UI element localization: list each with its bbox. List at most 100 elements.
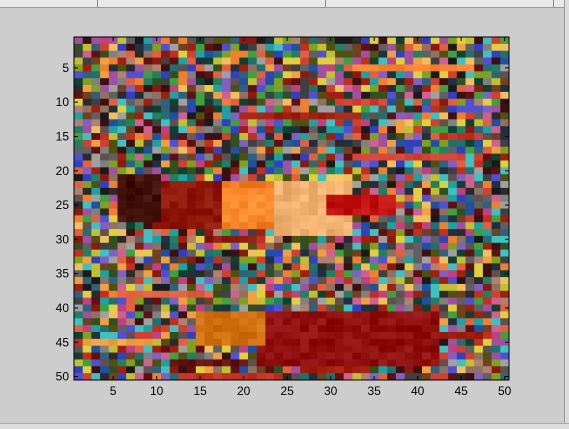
heatmap-cell [465, 283, 475, 292]
heatmap-cell [361, 153, 371, 161]
heatmap-cell [74, 37, 83, 45]
heatmap-cell [134, 270, 144, 278]
heatmap-cell [378, 338, 388, 346]
heatmap-cell [482, 201, 492, 209]
heatmap-cell [117, 318, 127, 326]
heatmap-cell [108, 270, 118, 278]
heatmap-cell [500, 43, 510, 52]
heatmap-cell [134, 249, 144, 257]
heatmap-cell [430, 325, 440, 333]
heatmap-cell [256, 229, 266, 237]
heatmap-cell [91, 249, 101, 257]
heatmap-cell [91, 352, 101, 360]
heatmap-cell [404, 270, 414, 278]
heatmap-cell [169, 91, 179, 100]
heatmap-cell [343, 290, 353, 298]
heatmap-cell [265, 208, 275, 216]
heatmap-cell [274, 222, 284, 230]
heatmap-cell [239, 194, 249, 202]
heatmap-cell [430, 229, 440, 237]
heatmap-cell [108, 181, 118, 189]
heatmap-cell [230, 105, 240, 113]
heatmap-cell [187, 215, 197, 223]
heatmap-cell [134, 126, 144, 134]
heatmap-cell [465, 160, 475, 168]
heatmap-cell [378, 126, 388, 134]
heatmap-cell [335, 181, 344, 189]
heatmap-cell [161, 345, 170, 353]
heatmap-cell [117, 338, 127, 346]
heatmap-cell [369, 43, 379, 52]
heatmap-cell [282, 112, 292, 120]
heatmap-cell [187, 50, 197, 58]
heatmap-cell [143, 174, 153, 182]
heatmap-cell [500, 297, 510, 305]
heatmap-cell [221, 277, 231, 285]
heatmap-cell [117, 153, 127, 161]
heatmap-cell [195, 304, 205, 312]
heatmap-cell [422, 98, 431, 106]
heatmap-cell [204, 373, 214, 381]
heatmap-cell [474, 338, 484, 346]
heatmap-cell [352, 201, 362, 209]
heatmap-cell [500, 366, 510, 374]
heatmap-cell [291, 222, 301, 230]
heatmap-cell [422, 133, 431, 141]
heatmap-cell [456, 249, 466, 257]
heatmap-cell [369, 283, 379, 292]
heatmap-cell [195, 112, 205, 120]
heatmap-cell [308, 359, 318, 367]
heatmap-cell [500, 263, 510, 271]
heatmap-cell [413, 71, 423, 79]
heatmap-cell [282, 57, 292, 65]
heatmap-cell [126, 167, 136, 175]
heatmap-cell [395, 359, 405, 367]
heatmap-cell [178, 112, 188, 120]
heatmap-cell [474, 359, 484, 367]
heatmap-cell [134, 229, 144, 237]
heatmap-cell [500, 64, 510, 72]
heatmap-cell [448, 318, 458, 326]
heatmap-cell [369, 153, 379, 161]
heatmap-cell [221, 229, 231, 237]
heatmap-cell [248, 91, 257, 100]
heatmap-cell [108, 78, 118, 86]
heatmap-cell [195, 325, 205, 333]
heatmap-cell [448, 311, 458, 319]
heatmap-cell [456, 133, 466, 141]
heatmap-cell [291, 64, 301, 72]
heatmap-cell [282, 64, 292, 72]
heatmap-cell [439, 126, 449, 134]
heatmap-cell [343, 345, 353, 353]
heatmap-cell [248, 270, 257, 278]
heatmap-cell [108, 256, 118, 264]
heatmap-cell [343, 201, 353, 209]
heatmap-cell [491, 215, 501, 223]
heatmap-cell [213, 352, 223, 360]
heatmap-cell [404, 318, 414, 326]
heatmap-cell [343, 222, 353, 230]
heatmap-cell [404, 187, 414, 196]
heatmap-cell [169, 119, 179, 127]
heatmap-cell [117, 325, 127, 333]
heatmap-cell [465, 290, 475, 298]
heatmap-cell [204, 338, 214, 346]
heatmap-cell [308, 345, 318, 353]
heatmap-cell [500, 126, 510, 134]
heatmap-cell [161, 187, 170, 196]
heatmap-cell [274, 187, 284, 196]
heatmap-cell [361, 208, 371, 216]
heatmap-cell [230, 215, 240, 223]
heatmap-cell [422, 325, 431, 333]
heatmap-cell [413, 277, 423, 285]
heatmap-cell [91, 194, 101, 202]
heatmap-cell [239, 318, 249, 326]
heatmap-cell [439, 146, 449, 154]
heatmap-cell [108, 71, 118, 79]
heatmap-cell [108, 297, 118, 305]
heatmap-cell [413, 187, 423, 196]
heatmap-cell [248, 249, 257, 257]
heatmap-cell [395, 325, 405, 333]
heatmap-cell [230, 283, 240, 292]
